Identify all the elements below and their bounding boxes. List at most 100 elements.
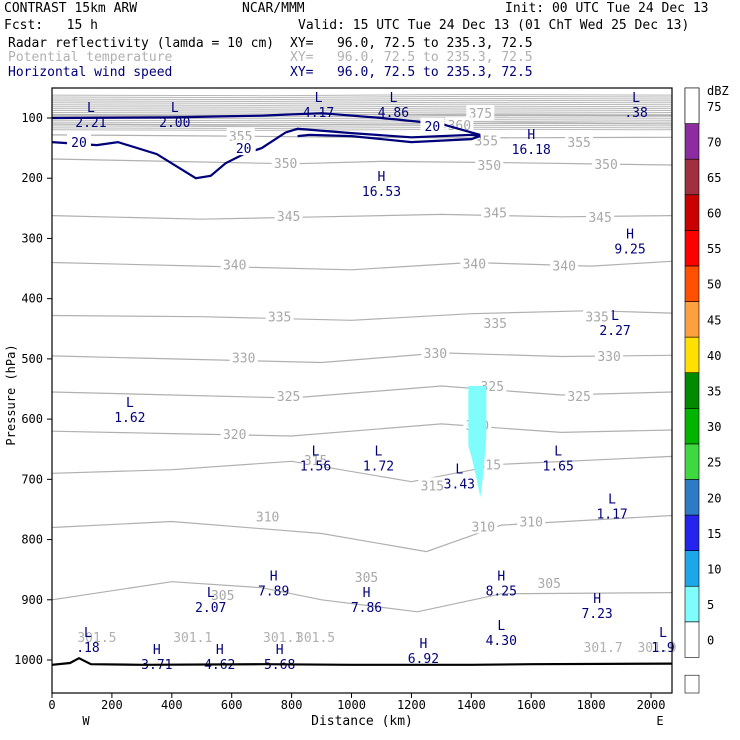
wind-extremum-H: H7.23	[581, 592, 612, 622]
isentrope-label: 350	[274, 157, 297, 172]
isentrope-label-bg	[565, 388, 594, 404]
isentrope-line	[51, 128, 673, 131]
org-name: NCAR/MMM	[242, 1, 305, 16]
extremum-type: H	[593, 592, 601, 607]
legend-reflectivity: Radar reflectivity (lamda = 10 cm)	[8, 36, 275, 51]
wind-extremum-H: H16.53	[362, 170, 401, 200]
y-tick-label: 800	[21, 533, 43, 547]
colorbar-tick-label: 50	[707, 278, 721, 292]
x-tick-label: 0	[48, 698, 55, 712]
isentrope-label: 355	[567, 136, 590, 151]
extremum-value: 7.89	[258, 585, 289, 600]
colorbar-tick-label: 5	[707, 598, 714, 612]
extremum-value: 5.68	[264, 658, 295, 673]
x-tick-label: 200	[101, 698, 123, 712]
extremum-type: L	[126, 396, 134, 411]
wind-extremum-L: L2.00	[159, 101, 190, 131]
extremum-value: 2.07	[195, 601, 226, 616]
isentrope-355	[51, 134, 673, 139]
isentrope-label-bg	[220, 426, 249, 442]
isentrope-350	[51, 158, 673, 166]
model-name: CONTRAST 15km ARW	[4, 1, 138, 16]
valid-time: Valid: 15 UTC Tue 24 Dec 13 (01 ChT Wed …	[298, 18, 690, 33]
colorbar-tick-label: 65	[707, 171, 721, 185]
wind-label-bg	[66, 134, 91, 150]
extremum-type: L	[632, 91, 640, 106]
isentrope-340	[51, 260, 673, 271]
x-tick-label: 1000	[337, 698, 366, 712]
isentrope-line	[51, 119, 673, 122]
extremum-value: 2.27	[599, 324, 630, 339]
isentrope-label-bg	[301, 452, 330, 468]
isentrope-345	[51, 213, 673, 220]
isentrope-line	[51, 105, 673, 108]
isentrope-label-bg	[592, 155, 621, 171]
legend-wind-xy: XY= 96.0, 72.5 to 235.3, 72.5	[290, 65, 533, 80]
extremum-value: 3.43	[444, 477, 475, 492]
colorbar-swatch	[684, 407, 700, 445]
colorbar-tick-label: 20	[707, 491, 721, 505]
isentrope-label: 305	[537, 577, 560, 592]
extremum-value: 4.17	[303, 106, 334, 121]
isentrope-line	[51, 124, 673, 128]
surface-theta-label: 301.5	[77, 631, 116, 646]
isentrope-label-bg	[517, 513, 546, 529]
y-tick-label: 200	[21, 171, 43, 185]
colorbar-swatch	[684, 514, 700, 551]
isentrope-330	[51, 352, 673, 364]
isentrope-label-bg	[229, 349, 258, 365]
extremum-type: L	[315, 91, 323, 106]
wind-extremum-H: H9.25	[614, 227, 645, 257]
isentrope-label-bg	[271, 155, 300, 171]
isentrope-label: 375	[469, 107, 492, 122]
wind-extremum-H: H16.18	[512, 128, 551, 158]
wind-extremum-L: L4.17	[303, 91, 334, 121]
wind-contour-20	[51, 127, 481, 180]
extremum-type: L	[87, 101, 95, 116]
extremum-value: 7.23	[581, 607, 612, 622]
isentrope-label: 305	[211, 589, 234, 604]
x-tick-label: 800	[281, 698, 303, 712]
colorbar-tick-label: 60	[707, 207, 721, 221]
extremum-type: H	[270, 570, 278, 585]
isentrope-label: 350	[594, 158, 617, 173]
extremum-type: L	[659, 626, 667, 641]
extremum-type: L	[207, 586, 215, 601]
isentrope-label: 330	[424, 347, 447, 362]
isentrope-label-bg	[274, 388, 303, 404]
x-tick-label: 1600	[517, 698, 546, 712]
extremum-value: 1.65	[543, 459, 574, 474]
colorbar-tick-label: 70	[707, 135, 721, 149]
colorbar-swatch	[684, 87, 700, 124]
forecast-hour: Fcst: 15 h	[4, 18, 98, 33]
surface-theta-label: 301.7	[584, 641, 623, 656]
surface-theta-label: 301.1	[173, 631, 212, 646]
isentrope-label-bg	[466, 105, 495, 121]
isentrope-label: 310	[472, 520, 495, 535]
wind-extremum-L: L.18	[76, 626, 99, 656]
colorbar-tick-label: 10	[707, 562, 721, 576]
isentrope-label: 310	[519, 515, 542, 530]
extremum-type: H	[363, 586, 371, 601]
colorbar-tick-label: 25	[707, 456, 721, 470]
extremum-type: H	[419, 637, 427, 652]
colorbar-tick-label: 40	[707, 349, 721, 363]
isentrope-label: 325	[277, 390, 300, 405]
colorbar-swatch	[684, 621, 700, 658]
isentrope-label: 345	[588, 211, 611, 226]
isentrope-label-bg	[421, 344, 450, 360]
extremum-value: .38	[624, 106, 647, 121]
wind-extremum-L: L1.72	[363, 444, 394, 474]
extremum-type: L	[497, 619, 505, 634]
isentrope-label-bg	[220, 256, 249, 272]
extremum-value: 7.86	[351, 601, 382, 616]
extremum-type: L	[608, 492, 616, 507]
isentrope-320	[51, 423, 673, 437]
extremum-value: 6.92	[408, 652, 439, 667]
legend-reflectivity-xy: XY= 96.0, 72.5 to 235.3, 72.5	[290, 36, 533, 51]
isentrope-315	[51, 455, 673, 483]
y-tick-label: 500	[21, 352, 43, 366]
colorbar-tick-label: 0	[707, 634, 714, 648]
isentrope-label: 345	[277, 210, 300, 225]
wind-extremum-L: L1.56	[300, 444, 331, 474]
